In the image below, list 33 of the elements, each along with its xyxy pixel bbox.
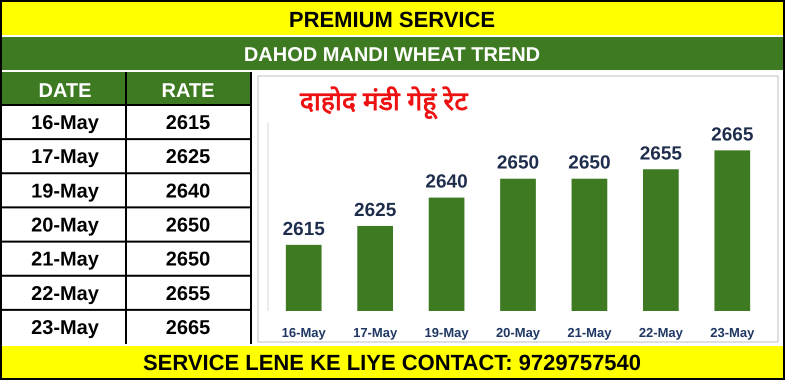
- data-label: 2640: [425, 172, 468, 193]
- text: 2615: [166, 112, 210, 134]
- data-label: 2615: [282, 218, 326, 240]
- x-tick-label: 17-May: [353, 325, 398, 340]
- data-label: 2665: [711, 124, 754, 146]
- category-label: 17-May: [31, 146, 99, 168]
- data-label: 2650: [496, 152, 540, 174]
- text: PREMIUM SERVICE: [288, 7, 496, 32]
- data-label: 2625: [354, 200, 397, 221]
- text: 2665: [166, 316, 210, 339]
- x-tick-label: 16-May: [282, 325, 327, 340]
- data-label: 2655: [640, 143, 682, 164]
- category-label: 16-May: [31, 112, 99, 134]
- text: 2650: [166, 248, 210, 271]
- chart-subtitle: दाहोद मंडी गेहूं रेट: [299, 86, 469, 120]
- x-tick-label: 22-May: [638, 325, 684, 340]
- x-tick-label: 20-May: [496, 325, 541, 340]
- x-tick-label: 21-May: [567, 325, 612, 340]
- category-label: 22-May: [31, 282, 99, 305]
- text: DATE: [38, 80, 92, 102]
- text: 2655: [166, 282, 210, 305]
- text: SERVICE LENE KE LIYE CONTACT: 9729757540: [142, 350, 642, 375]
- text: 2625: [166, 146, 210, 168]
- text: 2640: [166, 180, 210, 202]
- chart-title: DAHOD MANDI WHEAT TREND: [244, 44, 540, 66]
- category-label: 21-May: [31, 248, 99, 271]
- data-label: 2650: [568, 152, 611, 174]
- x-tick-label: 19-May: [424, 325, 470, 340]
- text: 2650: [166, 214, 210, 236]
- text: RATE: [162, 80, 214, 102]
- category-label: 19-May: [31, 180, 99, 202]
- category-label: 20-May: [31, 214, 99, 236]
- x-tick-label: 23-May: [710, 325, 756, 340]
